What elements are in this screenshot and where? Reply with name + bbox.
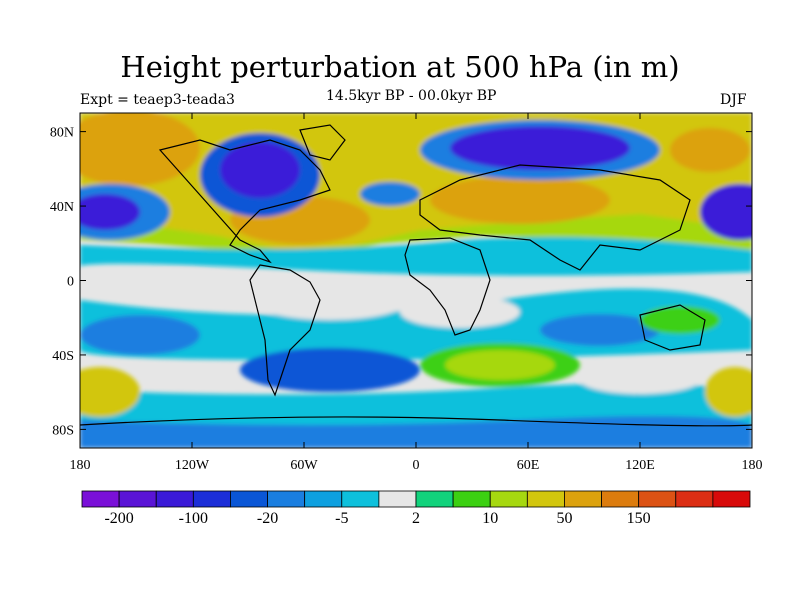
colorbar-swatch	[155, 490, 194, 508]
colorbar-swatch	[452, 490, 491, 508]
eurasia-low-core	[450, 126, 630, 170]
colorbar-swatch	[378, 490, 417, 508]
lat-tick-label: 80N	[50, 126, 74, 141]
colorbar-swatch	[675, 490, 714, 508]
lon-tick-label: 60W	[290, 458, 318, 473]
eurasia-outline	[419, 164, 691, 271]
colorbar-swatch	[601, 490, 640, 508]
africa-outline	[404, 237, 491, 336]
lat-tick-label: 40S	[52, 349, 74, 364]
colorbar-label: -5	[335, 510, 348, 527]
colorbar-swatch	[118, 490, 157, 508]
nh-orange-east	[670, 128, 750, 172]
latitude-axis: 80N 40N 0 40S 80S	[50, 126, 752, 438]
np-low-west-core	[80, 194, 140, 230]
north-america-outline	[158, 139, 331, 264]
colorbar-swatch	[526, 490, 565, 508]
south-america-outline	[249, 264, 321, 397]
sh-gold-west	[80, 367, 140, 417]
lon-tick-label: 60E	[517, 458, 540, 473]
lon-tick-label: 180	[742, 458, 763, 473]
lat-tick-label: 40N	[50, 200, 74, 215]
colorbar: -200 -100 -20 -5 2 10 50 150	[81, 490, 751, 527]
lon-tick-label: 120W	[175, 458, 210, 473]
colorbar-swatch	[304, 490, 343, 508]
colorbar-label: 150	[627, 510, 651, 527]
sh-yellow-indian	[445, 350, 555, 380]
colorbar-label: -20	[257, 510, 278, 527]
neutral-indian-south	[580, 366, 700, 394]
lat-tick-label: 80S	[52, 423, 74, 438]
sh-blue-west	[80, 315, 200, 355]
colorbar-label: -100	[179, 510, 208, 527]
colorbar-swatch	[564, 490, 602, 508]
colorbar-label: 50	[556, 510, 572, 527]
lon-tick-label: 0	[413, 458, 420, 473]
greenland-outline	[299, 124, 346, 161]
experiment-label: Expt = teaep3-teada3	[80, 92, 235, 108]
colorbar-swatch	[192, 490, 231, 508]
np-low-east	[700, 184, 752, 240]
nh-orange-west	[80, 113, 200, 186]
colorbar-swatch	[415, 490, 454, 508]
antarctica-outline	[80, 416, 752, 427]
colorbar-swatch	[489, 490, 528, 508]
coastlines	[80, 124, 752, 427]
neutral-atlantic	[250, 280, 410, 320]
colorbar-swatch	[81, 490, 120, 508]
colorbar-swatch	[267, 490, 306, 508]
colorbar-label: -200	[104, 510, 133, 527]
colorbar-swatch	[712, 490, 751, 508]
colorbar-label: 10	[482, 510, 498, 527]
neutral-africa	[400, 296, 520, 328]
lon-tick-label: 180	[70, 458, 91, 473]
atlantic-blue	[360, 182, 420, 206]
lon-tick-label: 120E	[625, 458, 655, 473]
australia-outline	[639, 304, 706, 351]
na-low-core	[220, 142, 300, 198]
chart-title: Height perturbation at 500 hPa (in m)	[120, 50, 680, 84]
longitude-axis: 180 120W 60W 0 60E 120E 180	[70, 113, 763, 473]
colorbar-swatch	[230, 490, 268, 508]
lat-tick-label: 0	[67, 275, 74, 290]
season-label: DJF	[720, 92, 747, 108]
colorbar-swatch	[638, 490, 677, 508]
sh-polar-blue	[80, 416, 752, 448]
sh-blue-indian	[540, 314, 660, 346]
sh-blue-southpacific	[240, 348, 420, 392]
contour-field	[80, 113, 752, 448]
nh-orange-asia	[430, 176, 610, 224]
neutral-pacific	[120, 271, 240, 299]
colorbar-label: 2	[412, 510, 420, 527]
sh-gold-east	[705, 367, 752, 417]
period-label: 14.5kyr BP - 00.0kyr BP	[326, 88, 497, 104]
colorbar-swatch	[341, 490, 380, 508]
sh-green-pacific	[640, 306, 720, 334]
